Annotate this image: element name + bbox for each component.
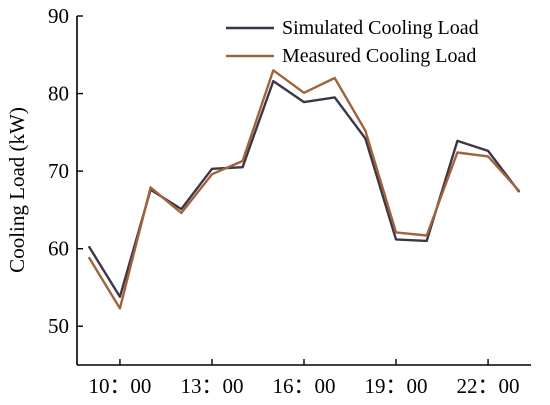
y-tick-label: 80 (48, 82, 69, 106)
x-tick-label: 13：00 (180, 374, 243, 398)
y-tick-label: 60 (48, 237, 69, 261)
y-axis-label: Cooling Load (kW) (5, 107, 29, 273)
legend-label: Simulated Cooling Load (282, 17, 479, 39)
y-tick-label: 70 (48, 159, 69, 183)
y-tick-label: 50 (48, 314, 69, 338)
x-tick-label: 19：00 (365, 374, 428, 398)
x-tick-label: 16：00 (273, 374, 336, 398)
x-ticks: 10：00 13：00 16：00 19：00 22：00 (88, 359, 520, 398)
legend-label: Measured Cooling Load (282, 45, 476, 67)
series-layer (88, 69, 520, 310)
x-tick-label: 22：00 (457, 374, 520, 398)
axes (76, 16, 531, 366)
y-tick-label: 90 (48, 4, 69, 28)
series-line-measured (88, 69, 520, 310)
y-ticks: 50 60 70 80 90 (48, 4, 83, 338)
x-tick-label: 10：00 (88, 374, 151, 398)
legend: Simulated Cooling Load Measured Cooling L… (226, 17, 479, 67)
